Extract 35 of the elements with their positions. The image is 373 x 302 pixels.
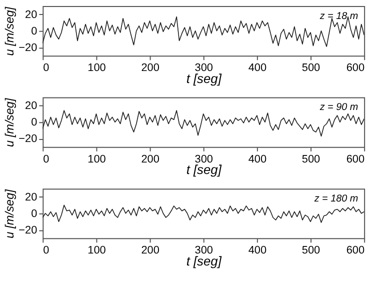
y-tick-label: 20 bbox=[25, 8, 38, 21]
y-tick-label: −20 bbox=[18, 133, 38, 146]
y-tick-label: 0 bbox=[31, 116, 38, 129]
x-tick-label: 600 bbox=[346, 244, 365, 257]
x-tick-label: 100 bbox=[88, 62, 106, 74]
x-tick-label: 0 bbox=[43, 244, 50, 257]
x-tick-label: 500 bbox=[302, 244, 320, 257]
x-tick-label: 600 bbox=[346, 62, 365, 74]
line-series bbox=[42, 204, 364, 223]
y-tick-label: 20 bbox=[25, 100, 38, 112]
x-tick-label: 200 bbox=[141, 153, 160, 166]
x-tick-label: 500 bbox=[302, 153, 320, 166]
x-tick-label: 400 bbox=[248, 244, 267, 257]
y-tick-label: −20 bbox=[18, 224, 38, 236]
x-tick-label: 100 bbox=[88, 244, 106, 257]
annotation: z = 90 m bbox=[318, 102, 358, 114]
y-axis-title: u [m/seg] bbox=[2, 6, 17, 56]
line-series bbox=[42, 110, 364, 137]
x-tick-label: 100 bbox=[88, 153, 106, 166]
x-tick-label: 0 bbox=[43, 62, 50, 74]
x-tick-label: 600 bbox=[346, 153, 365, 166]
x-tick-label: 0 bbox=[43, 153, 50, 166]
y-tick-label: 0 bbox=[31, 25, 38, 38]
x-tick-label: 400 bbox=[248, 153, 267, 166]
x-tick-label: 400 bbox=[248, 62, 267, 74]
x-tick-label: 200 bbox=[141, 62, 160, 74]
annotation: z = 18 m bbox=[318, 10, 358, 22]
y-tick-label: 20 bbox=[25, 191, 38, 204]
x-tick-label: 500 bbox=[302, 62, 320, 74]
y-tick-label: 0 bbox=[31, 208, 38, 220]
annotation: z = 180 m bbox=[313, 193, 358, 204]
y-axis-title: u [m/seg] bbox=[2, 97, 17, 148]
y-tick-label: −20 bbox=[18, 42, 38, 54]
y-axis-title: u [m/seg] bbox=[2, 188, 17, 238]
x-tick-label: 200 bbox=[141, 244, 160, 257]
